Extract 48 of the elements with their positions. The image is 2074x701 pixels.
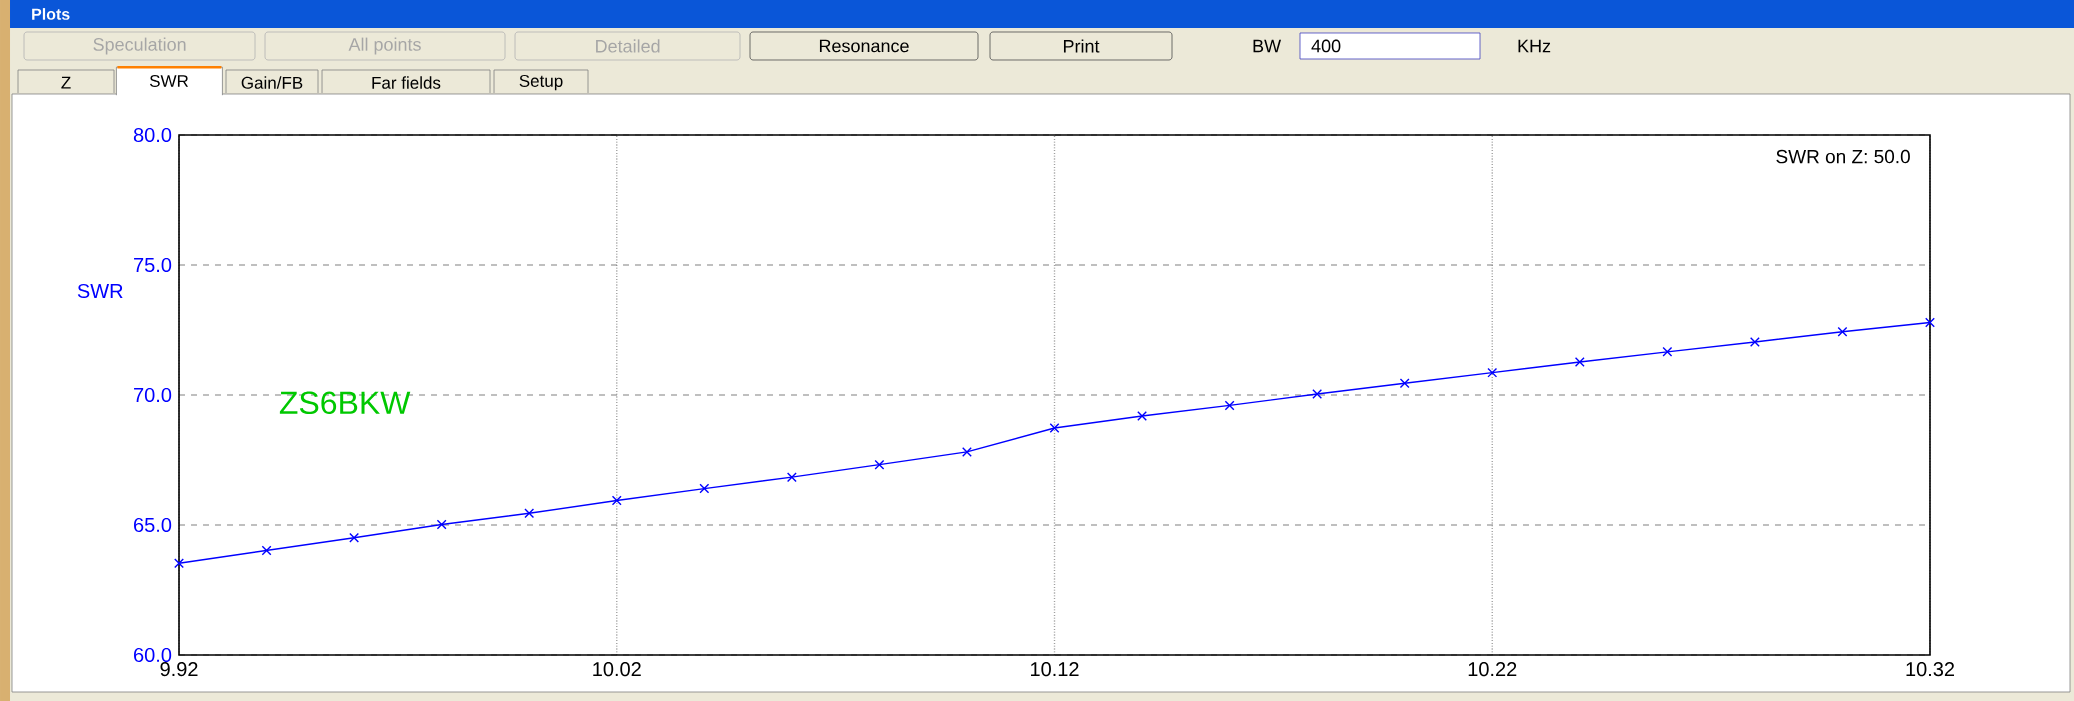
point xyxy=(962,446,972,457)
point xyxy=(1749,337,1760,347)
point xyxy=(786,472,797,483)
point xyxy=(1399,378,1410,389)
x-tick-label: 10.12 xyxy=(1031,662,1079,677)
annotation: SWR on Z: 50.0 xyxy=(1776,149,1910,164)
text: Z xyxy=(61,76,71,89)
x-tick-label: 10.22 xyxy=(1468,662,1517,677)
y-tick-label: 80.0 xyxy=(133,127,172,143)
point xyxy=(874,459,885,470)
text: Setup xyxy=(519,74,563,91)
point xyxy=(436,519,447,530)
text: Detailed xyxy=(596,39,660,53)
text: KHz xyxy=(1518,39,1551,53)
point xyxy=(1049,423,1060,433)
x-tick-label: 10.32 xyxy=(1906,662,1955,677)
point xyxy=(1837,326,1848,337)
text: Gain/FB xyxy=(241,76,303,89)
text: All points xyxy=(348,37,421,55)
point xyxy=(174,558,184,569)
x-tick-label: 10.02 xyxy=(593,662,641,677)
text: Print xyxy=(1063,39,1100,53)
text: SWR xyxy=(149,74,189,87)
text: Far fields xyxy=(372,76,441,89)
text: BW xyxy=(1253,39,1282,53)
y-tick-label: 75.0 xyxy=(134,257,172,273)
y-tick-label: 60.0 xyxy=(134,647,172,663)
point xyxy=(1312,389,1323,399)
point xyxy=(699,483,710,494)
y-tick-label: 65.0 xyxy=(134,517,172,533)
point xyxy=(1224,400,1235,411)
y-axis-title: SWR xyxy=(77,283,123,299)
point xyxy=(1662,346,1673,357)
annotation: ZS6BKW xyxy=(279,391,411,415)
point xyxy=(1925,317,1935,328)
y-tick-label: 70.0 xyxy=(134,387,172,403)
point xyxy=(1487,367,1498,378)
x-tick-label: 9.92 xyxy=(160,662,198,677)
point xyxy=(261,545,272,556)
text: Plots xyxy=(32,8,70,20)
point xyxy=(1574,357,1585,367)
text: Speculation xyxy=(93,37,186,55)
point xyxy=(524,508,535,519)
point xyxy=(1137,411,1147,421)
text: 400 xyxy=(1311,39,1341,53)
point xyxy=(611,495,622,506)
point xyxy=(349,532,360,543)
text: Resonance xyxy=(819,39,909,53)
